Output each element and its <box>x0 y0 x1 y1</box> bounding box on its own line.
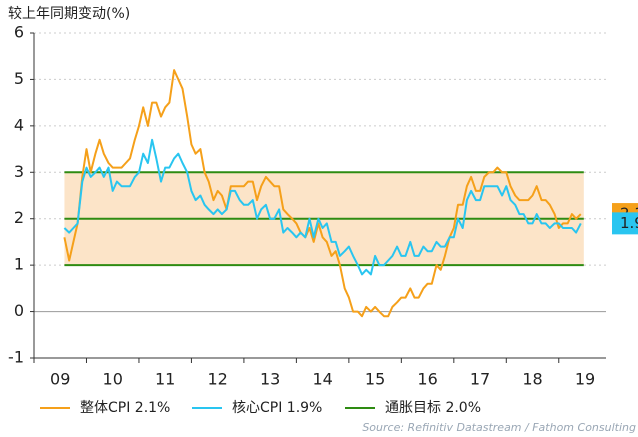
x-tick-label: 12 <box>207 370 227 389</box>
y-tick-label: 2 <box>14 208 24 227</box>
y-tick-label: 5 <box>14 69 24 88</box>
x-tick-label: 19 <box>575 370 595 389</box>
series-line <box>63 69 582 318</box>
x-tick-label: 16 <box>417 370 437 389</box>
end-label: 1.9 <box>620 214 638 232</box>
y-tick-label: 3 <box>14 162 24 181</box>
series-line <box>63 138 582 276</box>
y-tick-label: 4 <box>14 115 24 134</box>
legend-label: 核心CPI 1.9% <box>232 400 322 416</box>
x-tick-label: 14 <box>312 370 332 389</box>
y-tick-label: -1 <box>8 348 24 367</box>
x-tick-label: 09 <box>50 370 70 389</box>
x-tick-label: 13 <box>260 370 280 389</box>
source: Source: Refinitiv Datastream / Fathom Co… <box>362 421 636 434</box>
x-tick-label: 11 <box>155 370 175 389</box>
x-tick-label: 10 <box>103 370 123 389</box>
legend-label: 通胀目标 2.0% <box>385 400 481 416</box>
x-tick-label: 18 <box>522 370 542 389</box>
y-tick-label: 0 <box>14 301 24 320</box>
y-tick-label: 1 <box>14 255 24 274</box>
chart-title: 较上年同期变动(%) <box>8 6 130 22</box>
legend-label: 整体CPI 2.1% <box>80 400 170 416</box>
end-label-box <box>612 212 638 235</box>
x-tick-label: 17 <box>470 370 490 389</box>
x-tick-label: 15 <box>365 370 385 389</box>
y-tick-label: 6 <box>14 23 24 42</box>
